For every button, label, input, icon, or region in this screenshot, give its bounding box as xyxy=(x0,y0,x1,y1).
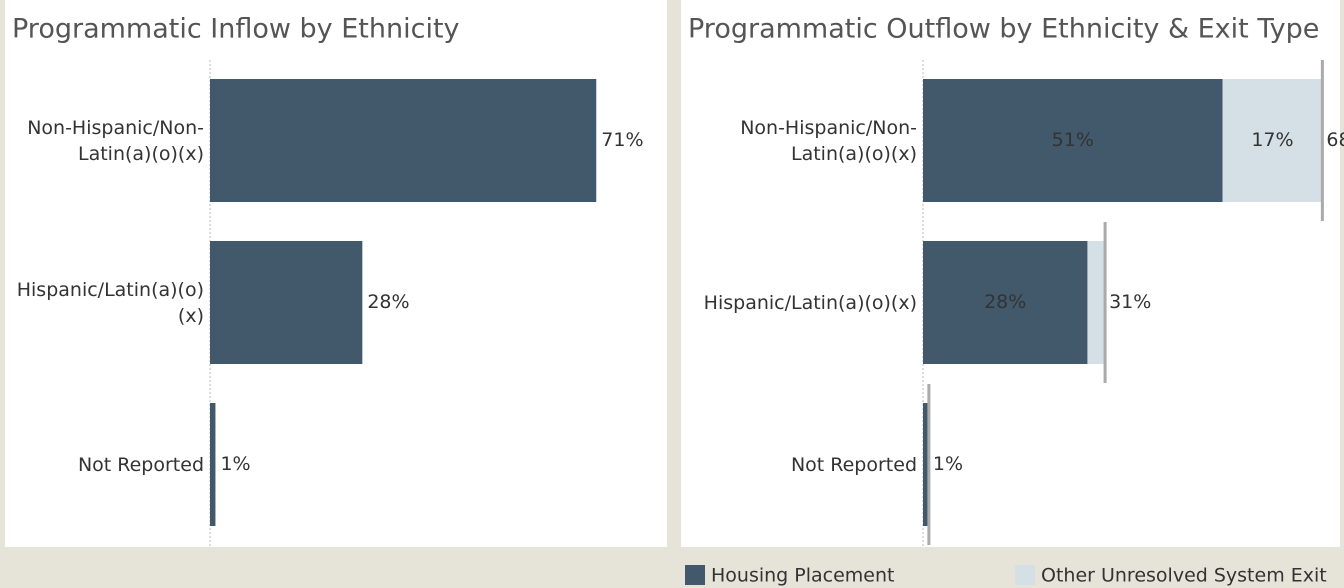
legend-label: Housing Placement xyxy=(711,565,894,587)
category-label: Hispanic/Latin(a)(o)(x) xyxy=(703,291,917,314)
value-label: 28% xyxy=(367,291,409,313)
bar xyxy=(210,241,363,364)
segment-label: 51% xyxy=(1052,129,1094,151)
bar-segment xyxy=(1222,79,1323,202)
bar-segment xyxy=(923,403,929,526)
bar-segment xyxy=(1087,241,1106,364)
value-label: 1% xyxy=(220,453,250,475)
value-label: 71% xyxy=(601,129,643,151)
bar xyxy=(210,403,216,526)
category-label: Non-Hispanic/Non-Latin(a)(o)(x) xyxy=(27,116,204,165)
bar xyxy=(210,79,597,202)
segment-label: 28% xyxy=(984,291,1026,313)
bar-segment xyxy=(923,241,1088,364)
category-label: Not Reported xyxy=(77,453,204,476)
chart-title: Programmatic Outflow by Ethnicity & Exit… xyxy=(688,14,1319,45)
total-label: 68% xyxy=(1326,129,1344,151)
legend-swatch xyxy=(685,565,705,585)
category-label: Not Reported xyxy=(790,453,917,476)
chart-title: Programmatic Inflow by Ethnicity xyxy=(12,14,460,45)
bar-segment xyxy=(923,79,1223,202)
segment-label: 17% xyxy=(1251,129,1293,151)
legend-label: Other Unresolved System Exit xyxy=(1041,565,1327,587)
legend-swatch xyxy=(1015,565,1035,585)
total-label: 1% xyxy=(933,453,963,475)
category-label: Hispanic/Latin(a)(o)(x) xyxy=(16,278,204,327)
total-label: 31% xyxy=(1109,291,1151,313)
category-label: Non-Hispanic/Non-Latin(a)(o)(x) xyxy=(740,116,917,165)
